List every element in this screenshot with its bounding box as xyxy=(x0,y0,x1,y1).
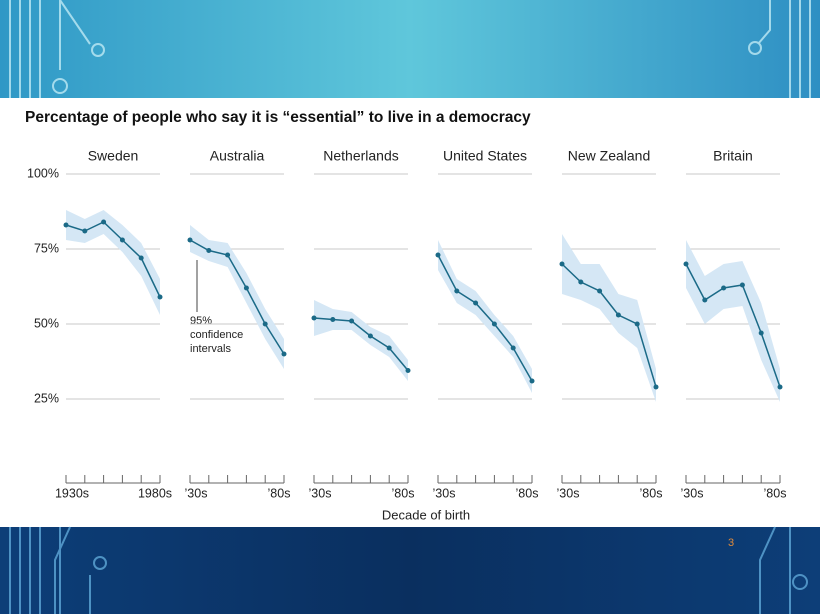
point xyxy=(367,333,373,339)
point xyxy=(597,288,603,294)
panel-title: Britain xyxy=(713,148,753,164)
point xyxy=(758,330,764,336)
confidence-band xyxy=(66,210,160,315)
point xyxy=(119,237,125,243)
x-tick-label: ’80s xyxy=(392,486,415,500)
panel-title: Australia xyxy=(210,148,265,164)
panel-title: United States xyxy=(443,148,527,164)
line xyxy=(65,221,161,298)
top-banner xyxy=(0,0,820,98)
x-tick-label: ’30s xyxy=(185,486,208,500)
x-tick-label: ’80s xyxy=(640,486,663,500)
circuit-decoration xyxy=(9,526,808,614)
y-tick-label: 75% xyxy=(34,241,59,255)
point xyxy=(473,300,479,306)
point xyxy=(529,378,535,384)
circuit-decoration xyxy=(9,0,811,98)
point xyxy=(559,261,565,267)
x-tick-label: ’30s xyxy=(681,486,704,500)
chart-title: Percentage of people who say it is “esse… xyxy=(25,109,531,126)
point xyxy=(82,228,88,234)
point xyxy=(739,282,745,288)
confidence-band xyxy=(314,300,408,381)
point xyxy=(349,318,355,324)
point xyxy=(101,219,107,225)
point xyxy=(138,255,144,261)
point xyxy=(578,279,584,285)
y-tick-label: 50% xyxy=(34,316,59,330)
point xyxy=(491,321,497,327)
point xyxy=(653,384,659,390)
point xyxy=(386,345,392,351)
line xyxy=(189,239,285,355)
line xyxy=(313,317,409,371)
point xyxy=(702,297,708,303)
point xyxy=(63,222,69,228)
point xyxy=(454,288,460,294)
point xyxy=(510,345,516,351)
point xyxy=(187,237,193,243)
confidence-band xyxy=(438,240,532,393)
y-tick-label: 100% xyxy=(27,166,59,180)
annotation: intervals xyxy=(190,343,231,355)
point xyxy=(157,294,163,300)
x-tick-label: 1980s xyxy=(138,486,172,500)
annotation: 95% xyxy=(190,315,212,327)
point xyxy=(721,285,727,291)
line xyxy=(561,263,657,388)
panel-title: New Zealand xyxy=(568,148,651,164)
confidence-band xyxy=(562,234,656,402)
x-tick-label: ’80s xyxy=(764,486,787,500)
point xyxy=(435,252,441,258)
point xyxy=(615,312,621,318)
annotation: confidence xyxy=(190,329,243,341)
point xyxy=(405,368,411,373)
point xyxy=(634,321,640,327)
x-tick-label: ’30s xyxy=(309,486,332,500)
point xyxy=(225,252,231,258)
x-tick-label: 1930s xyxy=(55,486,89,500)
x-tick-label: ’30s xyxy=(557,486,580,500)
confidence-band xyxy=(686,240,780,402)
bottom-banner xyxy=(0,527,820,614)
x-tick-label: ’30s xyxy=(433,486,456,500)
point xyxy=(777,384,783,390)
x-axis-label: Decade of birth xyxy=(382,507,470,522)
line xyxy=(685,263,781,388)
point xyxy=(243,285,249,291)
x-tick-label: ’80s xyxy=(268,486,291,500)
point xyxy=(330,317,336,322)
point xyxy=(281,351,287,357)
point xyxy=(311,315,317,321)
page-number: 3 xyxy=(728,537,734,549)
confidence-band xyxy=(190,225,284,369)
point xyxy=(683,261,689,267)
point xyxy=(262,321,268,327)
x-tick-label: ’80s xyxy=(516,486,539,500)
panel-title: Sweden xyxy=(88,148,139,164)
y-tick-label: 25% xyxy=(34,391,59,405)
panel-title: Netherlands xyxy=(323,148,399,164)
point xyxy=(206,248,212,253)
line xyxy=(437,254,533,382)
